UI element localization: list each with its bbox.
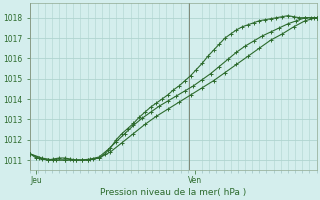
X-axis label: Pression niveau de la mer( hPa ): Pression niveau de la mer( hPa ) xyxy=(100,188,247,197)
